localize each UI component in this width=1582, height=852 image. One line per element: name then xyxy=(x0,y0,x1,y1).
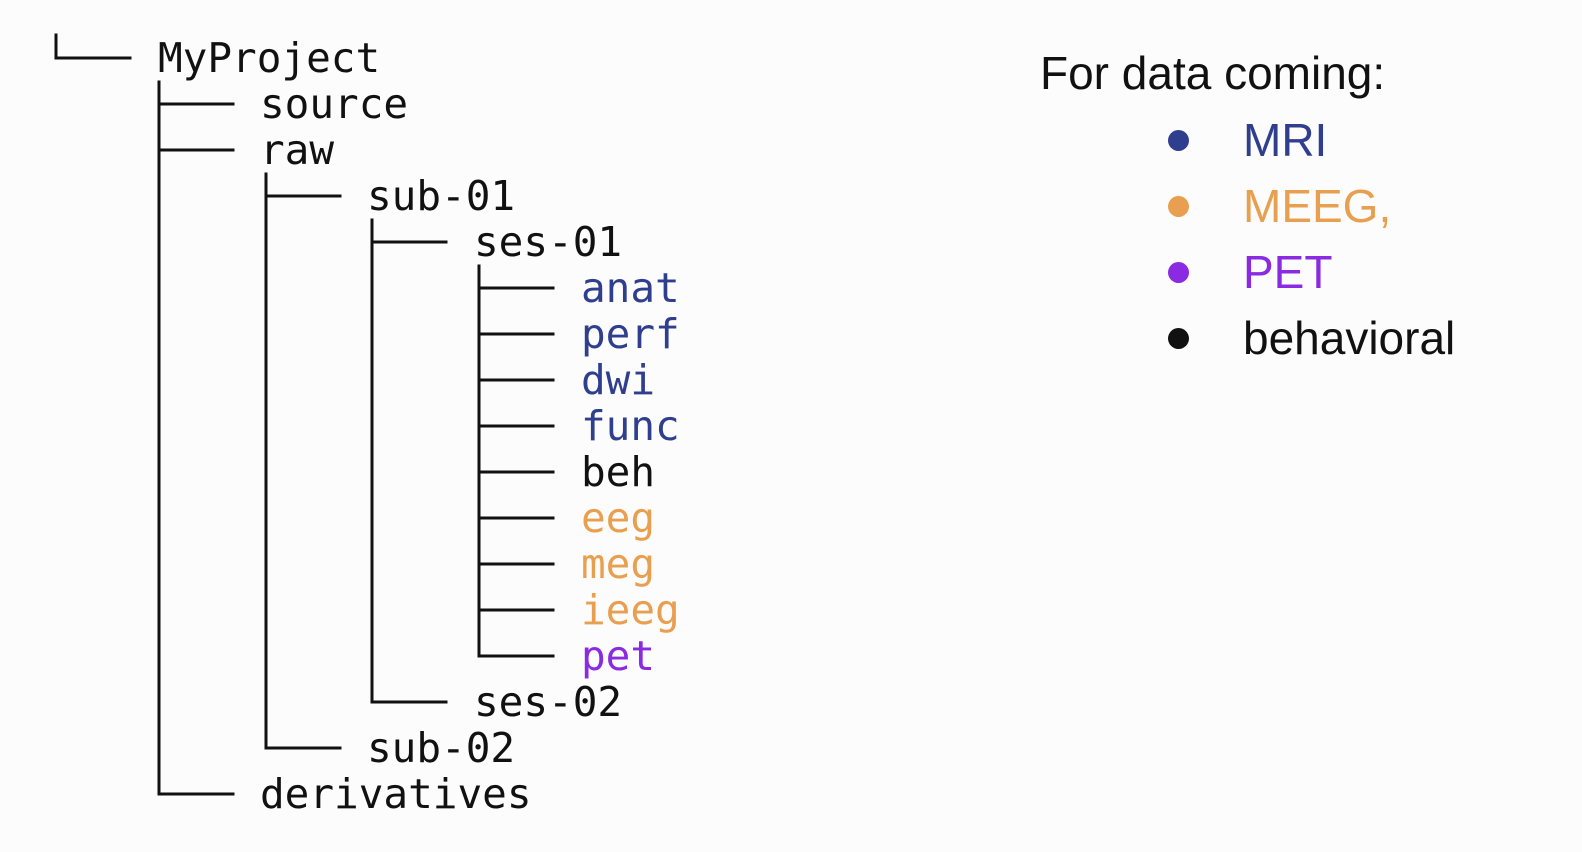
tree-node-sub-01: sub-01 xyxy=(367,172,516,220)
tree-node-derivatives: derivatives xyxy=(260,770,532,818)
tree-node-pet: pet xyxy=(581,632,656,680)
legend-item-mri: MRI xyxy=(1160,110,1327,170)
tree-node-anat: anat xyxy=(581,264,680,312)
legend-item-meeg: MEEG, xyxy=(1160,176,1391,236)
legend-label: MRI xyxy=(1243,114,1328,166)
legend-label: behavioral xyxy=(1243,312,1456,364)
bullet-icon xyxy=(1168,195,1189,217)
tree-node-ieeg: ieeg xyxy=(581,586,680,634)
tree-node-source: source xyxy=(260,80,409,128)
tree-node-dwi: dwi xyxy=(581,356,656,404)
tree-node-func: func xyxy=(581,402,680,450)
bullet-icon xyxy=(1168,327,1189,349)
tree-node-eeg: eeg xyxy=(581,494,656,542)
bullet-icon xyxy=(1168,129,1189,151)
tree-node-beh: beh xyxy=(581,448,656,496)
tree-node-meg: meg xyxy=(581,540,656,588)
legend-title: For data coming: xyxy=(1040,47,1386,99)
legend-label: PET xyxy=(1243,246,1333,298)
tree-node-perf: perf xyxy=(581,310,680,358)
tree-node-root: MyProject xyxy=(158,34,381,82)
tree-node-raw: raw xyxy=(260,126,335,174)
tree-node-ses-02: ses-02 xyxy=(474,678,623,726)
tree-node-sub-02: sub-02 xyxy=(367,724,516,772)
bullet-icon xyxy=(1168,261,1189,283)
legend-label: MEEG, xyxy=(1243,180,1392,232)
legend-item-behavioral: behavioral xyxy=(1160,308,1455,368)
tree-node-ses-01: ses-01 xyxy=(474,218,623,266)
legend-item-pet: PET xyxy=(1160,242,1332,302)
